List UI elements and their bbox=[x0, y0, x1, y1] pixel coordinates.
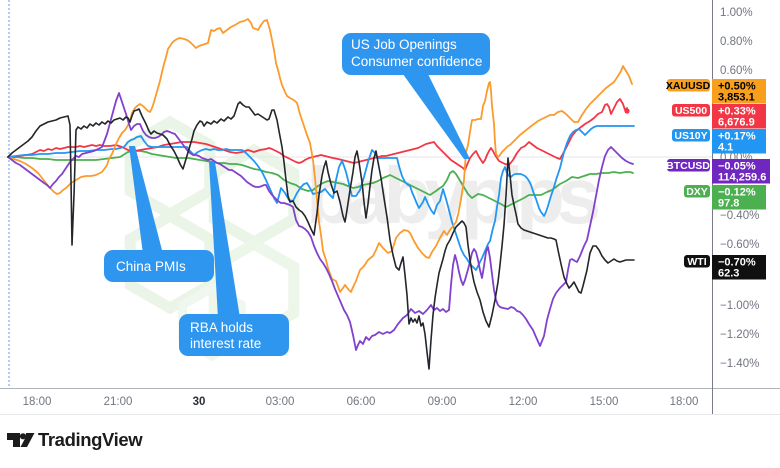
svg-text:21:00: 21:00 bbox=[104, 396, 133, 408]
svg-text:18:00: 18:00 bbox=[23, 396, 52, 408]
svg-text:3,853.1: 3,853.1 bbox=[718, 92, 755, 104]
svg-text:−1.00%: −1.00% bbox=[720, 300, 759, 312]
svg-text:TradingView: TradingView bbox=[38, 429, 143, 450]
svg-text:WTI: WTI bbox=[687, 256, 706, 268]
svg-text:+0.17%: +0.17% bbox=[718, 131, 756, 143]
svg-text:−0.40%: −0.40% bbox=[720, 210, 759, 222]
svg-text:97.8: 97.8 bbox=[718, 198, 739, 210]
svg-text:interest rate: interest rate bbox=[190, 336, 261, 351]
svg-text:Consumer confidence: Consumer confidence bbox=[351, 54, 482, 69]
svg-text:4.1: 4.1 bbox=[718, 142, 733, 154]
svg-text:09:00: 09:00 bbox=[428, 396, 457, 408]
svg-text:China PMIs: China PMIs bbox=[116, 259, 186, 274]
svg-text:06:00: 06:00 bbox=[347, 396, 376, 408]
svg-text:+0.50%: +0.50% bbox=[718, 81, 756, 93]
svg-text:0.80%: 0.80% bbox=[720, 36, 753, 48]
svg-text:114,259.6: 114,259.6 bbox=[718, 172, 766, 184]
svg-text:US10Y: US10Y bbox=[674, 130, 707, 142]
svg-text:BTCUSD: BTCUSD bbox=[666, 160, 710, 172]
svg-text:−1.40%: −1.40% bbox=[720, 358, 759, 370]
svg-text:US Job Openings: US Job Openings bbox=[351, 37, 457, 52]
svg-text:DXY: DXY bbox=[686, 186, 708, 198]
svg-text:15:00: 15:00 bbox=[590, 396, 619, 408]
svg-text:−0.70%: −0.70% bbox=[718, 257, 756, 269]
svg-text:1.00%: 1.00% bbox=[720, 7, 753, 19]
svg-text:US500: US500 bbox=[675, 105, 707, 117]
svg-text:XAUUSD: XAUUSD bbox=[666, 80, 711, 92]
svg-text:0.60%: 0.60% bbox=[720, 65, 753, 77]
svg-text:RBA holds: RBA holds bbox=[190, 320, 253, 335]
svg-text:18:00: 18:00 bbox=[670, 396, 699, 408]
svg-text:30: 30 bbox=[193, 396, 206, 408]
svg-text:12:00: 12:00 bbox=[509, 396, 538, 408]
svg-text:+0.33%: +0.33% bbox=[718, 106, 756, 118]
svg-text:03:00: 03:00 bbox=[266, 396, 295, 408]
svg-text:−0.12%: −0.12% bbox=[718, 187, 756, 199]
svg-text:−0.60%: −0.60% bbox=[720, 239, 759, 251]
svg-text:6,676.9: 6,676.9 bbox=[718, 117, 755, 129]
svg-text:−0.05%: −0.05% bbox=[718, 161, 756, 173]
svg-text:−1.20%: −1.20% bbox=[720, 329, 759, 341]
svg-text:62.3: 62.3 bbox=[718, 268, 739, 280]
